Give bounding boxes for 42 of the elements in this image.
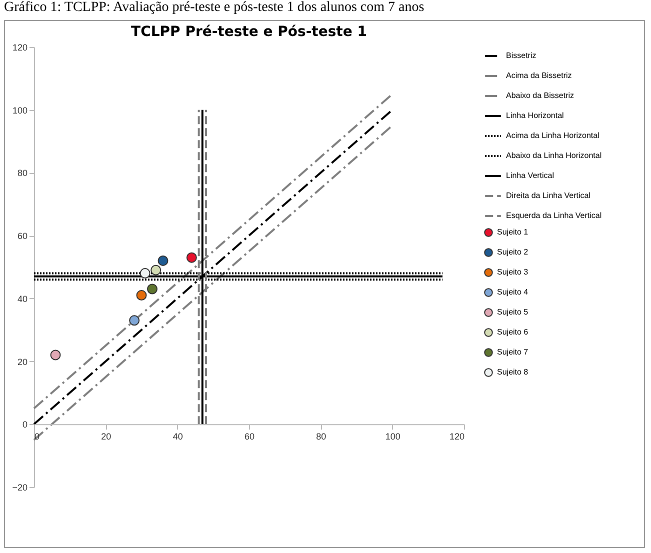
x-tick-label: 60: [244, 432, 255, 442]
y-tick-label: 80: [17, 168, 28, 178]
legend-label: Abaixo da Linha Horizontal: [506, 151, 602, 160]
x-tick-label: 80: [316, 432, 326, 442]
y-tick-label: 100: [12, 105, 28, 116]
point: [158, 255, 168, 266]
y-tick-label: 120: [12, 42, 28, 52]
point: [150, 264, 162, 276]
legend-label: Acima da Linha Horizontal: [506, 131, 600, 140]
y-tick-label: 0: [22, 420, 28, 430]
y-tick-label: 20: [17, 356, 28, 367]
x-tick-label: 120: [449, 432, 464, 442]
legend-label: Sujeito 8: [497, 368, 529, 376]
x-tick-label: 40: [172, 432, 183, 442]
legend-label: Sujeito 5: [497, 308, 529, 316]
text: Gráfico 1: TCLPP: Avaliação pré-teste e pós-teste 1 dos alunos com 7 anos: [4, 0, 426, 16]
chart-title: TCLPP Pré-teste e Pós-teste 1: [131, 24, 367, 40]
point: [186, 252, 197, 263]
point: [50, 350, 61, 360]
legend-label: Sujeito 4: [497, 288, 529, 296]
legend-label: Abaixo da Bissetriz: [506, 91, 574, 100]
point: [147, 284, 158, 294]
legend-label: Sujeito 6: [497, 328, 529, 336]
legend-label: Sujeito 3: [497, 268, 529, 276]
legend-label: Esquerda da Linha Vertical: [506, 211, 602, 220]
point: [129, 315, 140, 326]
point: [140, 268, 150, 279]
legend-label: Sujeito 2: [497, 248, 529, 256]
x-tick-label: 0: [34, 432, 40, 442]
y-tick-label: −20: [12, 482, 28, 492]
x-tick-label: 20: [101, 432, 112, 442]
point: [136, 290, 147, 301]
y-tick-label: 40: [17, 294, 28, 304]
legend-label: Sujeito 1: [497, 228, 529, 236]
legend-label: Acima da Bissetriz: [506, 71, 572, 80]
legend-label: Direita da Linha Vertical: [506, 191, 591, 200]
legend-label: Bissetriz: [506, 51, 536, 60]
legend-label: Sujeito 7: [497, 348, 529, 356]
y-tick-label: 60: [17, 231, 28, 242]
legend-label: Linha Horizontal: [506, 111, 564, 120]
x-tick-label: 100: [385, 432, 400, 442]
legend-label: Linha Vertical: [506, 171, 554, 180]
